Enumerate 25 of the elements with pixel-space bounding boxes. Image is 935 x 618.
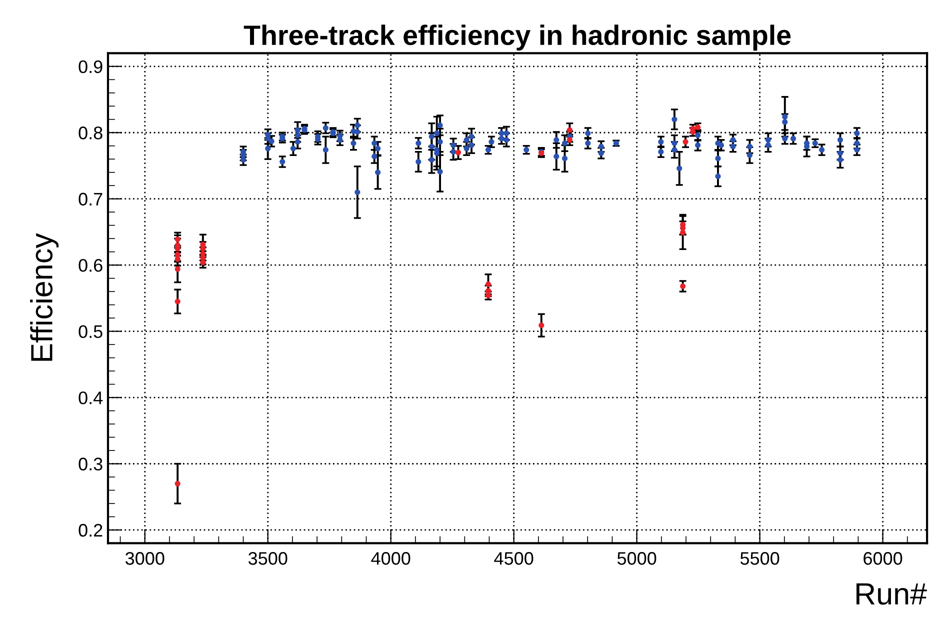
y-tick-label: 0.5 bbox=[78, 325, 102, 338]
y-tick-label: 0.4 bbox=[78, 391, 103, 404]
y-tick-label: 0.7 bbox=[78, 192, 102, 206]
y-tick-label: 0.2 bbox=[78, 524, 102, 537]
point bbox=[174, 480, 180, 486]
point bbox=[200, 260, 206, 266]
point bbox=[455, 150, 462, 156]
x-tick-label: 3000 bbox=[125, 552, 164, 565]
y-tick-label: 0.3 bbox=[78, 458, 102, 470]
x-tick-label: 6000 bbox=[864, 552, 902, 565]
x-tick-label: 5000 bbox=[617, 552, 656, 565]
x-tick-label: 4500 bbox=[494, 552, 534, 565]
y-tick-label: 0.8 bbox=[78, 126, 102, 140]
point bbox=[680, 283, 686, 290]
point bbox=[174, 298, 180, 304]
x-tick-label: 3500 bbox=[248, 552, 288, 565]
x-tick-label: 4000 bbox=[371, 552, 410, 565]
y-tick-label: 0.6 bbox=[78, 259, 102, 272]
chart-title: Three-track efficiency in hadronic sample bbox=[244, 24, 791, 51]
point bbox=[538, 322, 544, 328]
x-axis-title: Run# bbox=[856, 583, 927, 605]
y-tick-label: 0.9 bbox=[78, 60, 102, 74]
x-tick-label: 5500 bbox=[740, 552, 780, 565]
point bbox=[682, 139, 688, 145]
y-axis-title: Efficiency bbox=[30, 233, 59, 361]
